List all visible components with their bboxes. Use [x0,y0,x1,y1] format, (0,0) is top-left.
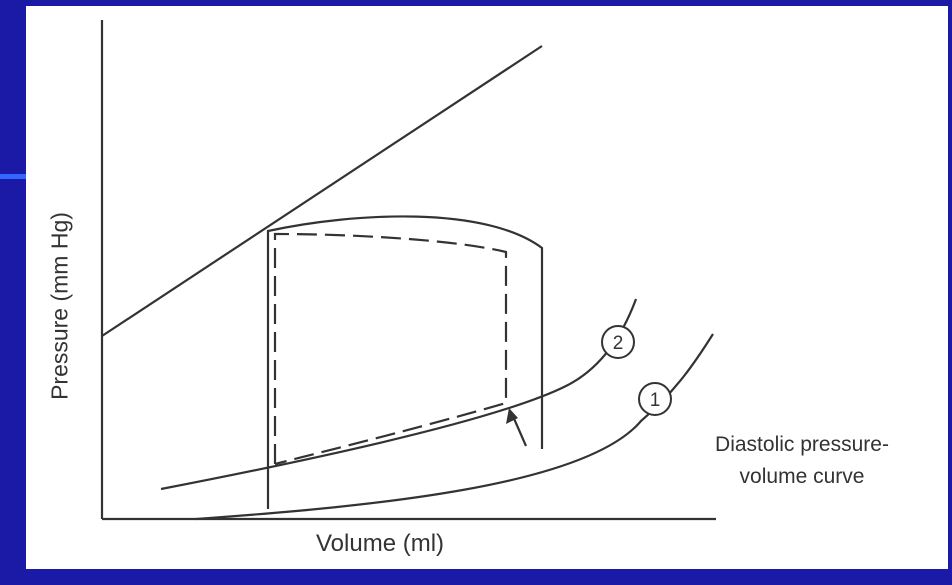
end-systolic-line [102,46,542,336]
curve-2-marker-label: 2 [613,333,624,354]
y-axis-label: Pressure (mm Hg) [47,212,74,400]
diastolic-curve-1 [196,334,713,519]
diastolic-curve-label: Diastolic pressure- volume curve [652,429,952,493]
diastolic-label-line2: volume curve [652,461,952,493]
solid-pv-loop [268,216,542,509]
x-axis-label: Volume (ml) [316,530,444,558]
diastolic-curve-2 [161,299,636,489]
diastolic-label-line1: Diastolic pressure- [652,429,952,461]
pressure-volume-diagram: 2 1 Pressure (mm Hg) Volume (ml) Diastol… [26,6,948,569]
dashed-pv-loop [275,234,506,464]
curve-1-marker-label: 1 [650,390,661,411]
